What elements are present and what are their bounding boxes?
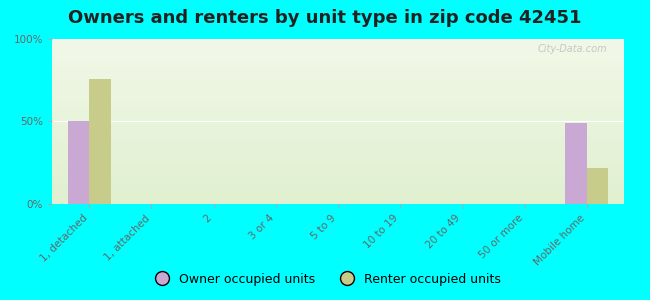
- Bar: [89, 79, 111, 204]
- Text: City-Data.com: City-Data.com: [537, 44, 607, 54]
- Bar: [587, 168, 608, 204]
- Bar: [565, 123, 587, 204]
- Text: Owners and renters by unit type in zip code 42451: Owners and renters by unit type in zip c…: [68, 9, 582, 27]
- Bar: [68, 122, 89, 204]
- Legend: Owner occupied units, Renter occupied units: Owner occupied units, Renter occupied un…: [144, 268, 506, 291]
